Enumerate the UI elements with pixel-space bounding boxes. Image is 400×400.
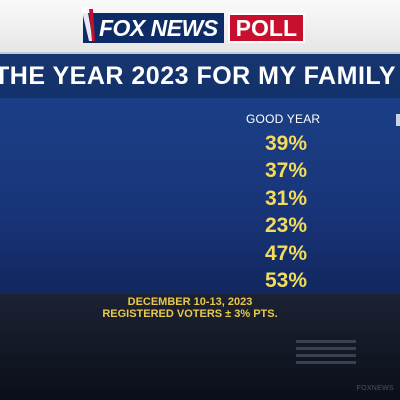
header-bar: FOX NEWS POLL bbox=[0, 0, 400, 52]
searchlight-icon bbox=[81, 7, 95, 41]
value-row: 53% bbox=[264, 268, 308, 292]
poll-footnote: DECEMBER 10-13, 2023 REGISTERED VOTERS ±… bbox=[0, 296, 400, 320]
column-header-good-year: GOOD YEAR bbox=[246, 112, 321, 126]
fox-news-logo: FOX NEWS bbox=[81, 7, 224, 43]
results-panel bbox=[0, 98, 400, 294]
poll-badge: POLL bbox=[227, 13, 306, 43]
fox-news-poll-logo: FOX NEWS POLL bbox=[81, 7, 306, 43]
value-row: 31% bbox=[264, 186, 308, 210]
value-row: 47% bbox=[264, 241, 308, 265]
title-band: THE YEAR 2023 FOR MY FAMILY bbox=[0, 52, 400, 100]
next-column-header-edge bbox=[396, 114, 400, 126]
value-row: 39% bbox=[264, 132, 308, 155]
value-row: 37% bbox=[264, 159, 308, 183]
value-row: 23% bbox=[264, 214, 308, 238]
poll-title: THE YEAR 2023 FOR MY FAMILY bbox=[0, 62, 397, 90]
background-decoration bbox=[296, 340, 356, 368]
poll-dates: DECEMBER 10-13, 2023 bbox=[127, 296, 253, 308]
good-year-values: 39% 37% 31% 23% 47% 53% bbox=[246, 130, 326, 294]
poll-sample-margin: REGISTERED VOTERS ± 3% PTS. bbox=[102, 308, 278, 320]
logo-brand-text: FOX NEWS bbox=[99, 14, 218, 41]
network-watermark: FOXNEWS bbox=[356, 385, 394, 392]
